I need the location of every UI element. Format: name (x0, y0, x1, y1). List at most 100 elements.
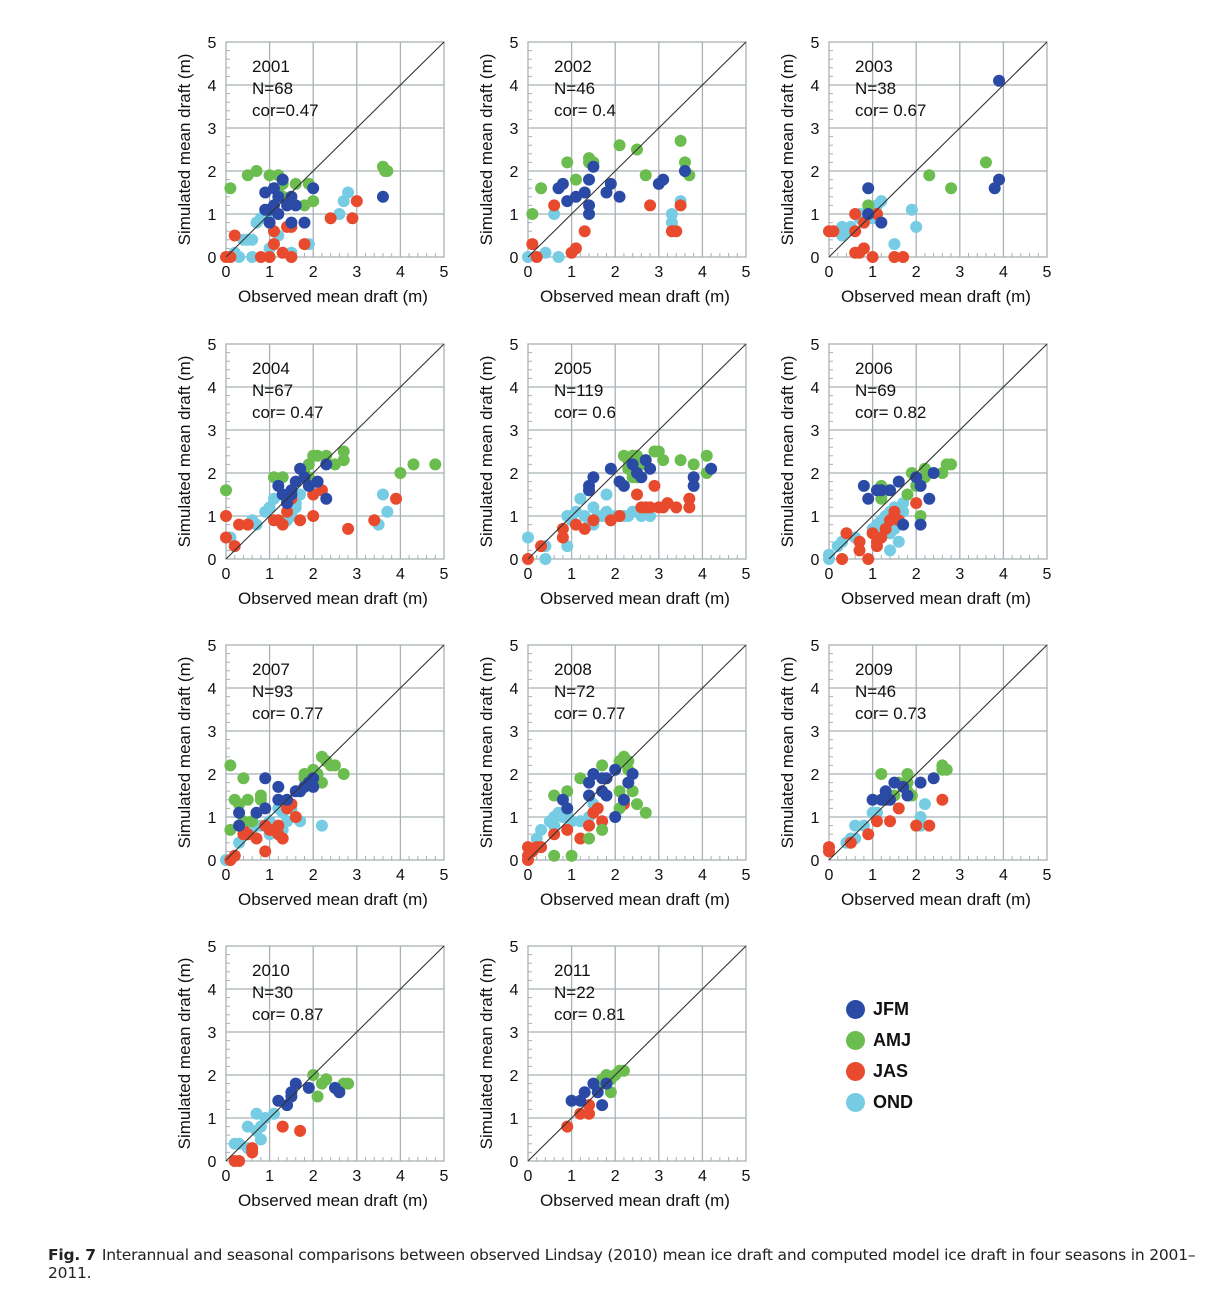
point-jas (827, 225, 840, 238)
panel-year: 2006 (855, 359, 893, 378)
point-ond (539, 553, 552, 565)
y-tick-label: 1 (510, 810, 519, 827)
y-tick-label: 3 (510, 724, 519, 741)
panel-year: 2011 (554, 961, 591, 980)
point-jas (631, 488, 643, 501)
point-amj (687, 458, 700, 471)
y-tick-label: 4 (208, 78, 217, 95)
point-ond (840, 225, 853, 238)
x-tick-label: 2 (611, 566, 620, 583)
one-to-one-line (225, 343, 445, 560)
x-tick-label: 3 (654, 1168, 663, 1185)
point-jfm (604, 177, 617, 190)
point-jfm (626, 768, 639, 780)
point-amj (596, 823, 609, 836)
x-tick-label: 0 (222, 867, 231, 884)
legend-swatch-ond (846, 1093, 865, 1112)
legend-label-jas: JAS (873, 1061, 909, 1081)
point-amj (429, 458, 442, 471)
x-tick-label: 5 (742, 566, 751, 583)
point-jfm (687, 479, 700, 492)
point-amj (407, 458, 420, 471)
point-amj (311, 449, 324, 462)
point-jfm (923, 492, 936, 505)
point-amj (923, 169, 936, 182)
point-ond (892, 535, 905, 548)
point-jfm (276, 173, 289, 186)
point-amj (914, 510, 927, 522)
panel-2006: 0 1 2 3 4 5 0 1 2 3 4 5 Observed mean draft (m) Simul… (778, 337, 1052, 608)
legend-label-amj: AMJ (873, 1030, 912, 1050)
y-tick-label: 1 (208, 1111, 217, 1128)
one-to-one-line (527, 644, 747, 861)
panel-n: N=46 (855, 682, 896, 701)
point-jas (350, 195, 363, 208)
point-jas (657, 501, 670, 514)
x-tick-label: 3 (955, 566, 964, 583)
point-ond (875, 195, 888, 208)
point-jas (307, 510, 320, 522)
point-jas (583, 1107, 596, 1120)
x-tick-label: 5 (1043, 566, 1052, 583)
y-axis-label: Simulated mean draft (m) (778, 657, 797, 849)
x-tick-label: 0 (825, 867, 834, 884)
point-jfm (687, 471, 700, 484)
legend-swatch-amj (846, 1031, 865, 1050)
one-to-one-line (527, 41, 747, 258)
point-jfm (600, 789, 613, 802)
legend-swatch-jas (846, 1062, 865, 1081)
point-amj (298, 199, 311, 212)
point-jfm (583, 199, 596, 212)
panel-cor: cor= 0.67 (855, 101, 926, 120)
point-ond (884, 544, 897, 557)
point-jas (583, 819, 596, 832)
y-tick-label: 5 (510, 939, 519, 956)
panel-cor: cor= 0.73 (855, 704, 926, 723)
x-tick-label: 5 (440, 566, 449, 583)
y-tick-label: 5 (510, 638, 519, 655)
point-jas (294, 1124, 307, 1137)
x-tick-label: 0 (524, 264, 533, 281)
point-jfm (705, 462, 718, 475)
point-jas (220, 510, 232, 522)
caption-label: Fig. 7 (48, 1246, 96, 1264)
x-tick-label: 0 (524, 566, 533, 583)
point-amj (657, 454, 670, 467)
y-tick-label: 0 (510, 853, 519, 870)
point-amj (250, 165, 263, 177)
plot-frame (225, 644, 445, 861)
point-amj (979, 156, 992, 169)
x-tick-label: 3 (955, 867, 964, 884)
x-tick-label: 1 (567, 1168, 576, 1185)
one-to-one-line (828, 644, 1048, 861)
point-amj (337, 454, 350, 467)
panel-cor: cor= 0.77 (252, 704, 323, 723)
x-tick-label: 1 (868, 867, 877, 884)
panel-cor: cor= 0.87 (252, 1005, 323, 1024)
point-amj (263, 169, 276, 182)
point-jfm (884, 484, 897, 497)
y-tick-label: 2 (208, 466, 217, 483)
point-jas (272, 514, 285, 527)
panel-year: 2003 (855, 57, 893, 76)
point-amj (674, 134, 687, 147)
x-axis-label: Observed mean draft (m) (238, 287, 428, 306)
point-ond (233, 251, 246, 263)
point-amj (535, 182, 548, 195)
point-ond (552, 251, 565, 263)
y-tick-label: 3 (510, 121, 519, 138)
point-jfm (604, 462, 617, 475)
point-jfm (583, 789, 596, 802)
legend-item-ond: OND (846, 1087, 913, 1118)
x-tick-label: 4 (396, 566, 405, 583)
point-jfm (263, 216, 276, 229)
y-axis-label: Simulated mean draft (m) (477, 958, 496, 1150)
point-jas (849, 246, 862, 259)
x-tick-label: 1 (567, 566, 576, 583)
panel-year: 2007 (252, 660, 290, 679)
x-tick-label: 5 (440, 264, 449, 281)
y-tick-label: 2 (510, 1068, 519, 1085)
point-amj (379, 165, 392, 177)
point-jfm (892, 475, 905, 488)
